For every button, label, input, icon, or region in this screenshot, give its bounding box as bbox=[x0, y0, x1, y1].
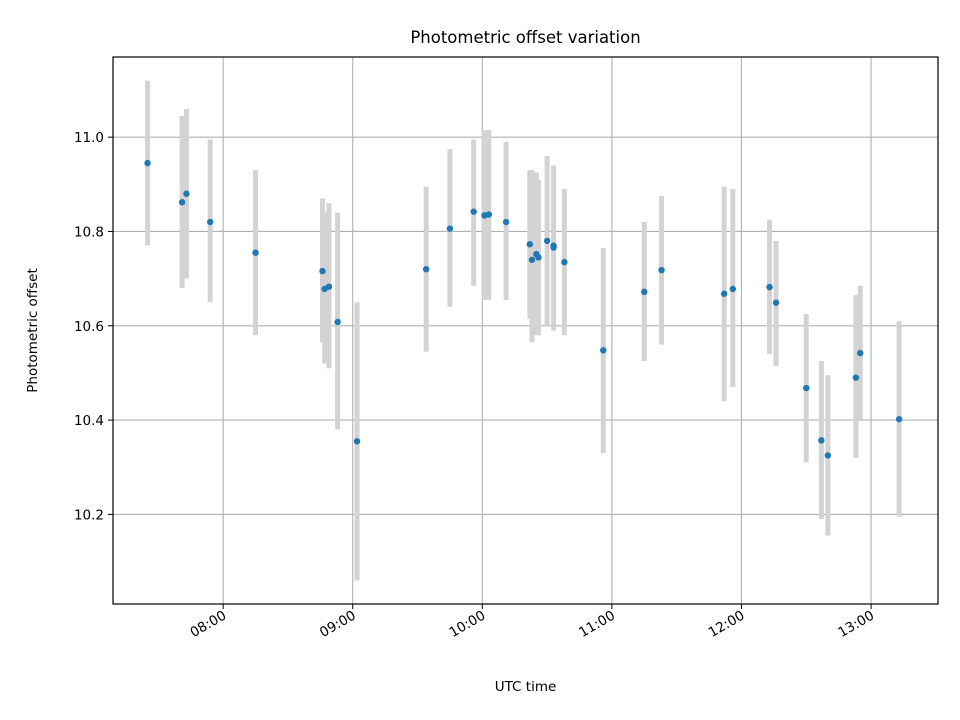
data-point bbox=[526, 241, 534, 248]
data-point bbox=[319, 267, 326, 275]
data-point bbox=[528, 256, 536, 263]
data-point bbox=[353, 438, 361, 445]
data-point bbox=[824, 452, 832, 459]
data-point bbox=[641, 288, 648, 296]
x-tick-label: 11:00 bbox=[576, 608, 618, 641]
data-point bbox=[543, 237, 551, 245]
y-tick-label: 10.4 bbox=[74, 413, 104, 429]
data-point bbox=[600, 347, 607, 354]
data-point bbox=[658, 266, 665, 274]
x-tick-label: 13:00 bbox=[835, 608, 877, 641]
data-point bbox=[729, 285, 737, 293]
data-point bbox=[206, 218, 214, 226]
data-point bbox=[766, 283, 773, 291]
data-point bbox=[561, 258, 568, 266]
data-point bbox=[895, 415, 903, 423]
y-tick-label: 10.8 bbox=[74, 224, 104, 240]
x-tick-label: 08:00 bbox=[187, 608, 229, 641]
x-axis-label: UTC time bbox=[495, 679, 557, 695]
data-point bbox=[502, 218, 510, 226]
data-point bbox=[144, 159, 151, 167]
data-point bbox=[535, 254, 542, 261]
y-tick-label: 10.6 bbox=[74, 319, 104, 335]
data-point bbox=[422, 265, 430, 273]
data-markers bbox=[144, 159, 903, 459]
data-point bbox=[720, 290, 728, 297]
data-point bbox=[446, 225, 454, 232]
data-point bbox=[852, 374, 860, 381]
data-point bbox=[252, 249, 259, 256]
y-tick-label: 10.2 bbox=[74, 507, 104, 523]
data-point bbox=[550, 244, 557, 251]
data-point bbox=[857, 349, 864, 357]
x-tick-label: 10:00 bbox=[447, 608, 489, 641]
x-tick-label: 12:00 bbox=[706, 608, 748, 641]
data-point bbox=[183, 190, 190, 197]
plot-frame bbox=[112, 56, 939, 605]
x-tick-label: 09:00 bbox=[317, 608, 359, 641]
grid-lines bbox=[113, 57, 938, 604]
data-point bbox=[485, 211, 492, 218]
data-point bbox=[803, 384, 810, 392]
data-point bbox=[334, 318, 341, 326]
error-bars bbox=[145, 80, 902, 581]
data-point bbox=[818, 437, 825, 444]
data-point bbox=[772, 299, 780, 306]
y-tick-label: 11.0 bbox=[74, 130, 104, 146]
data-point bbox=[178, 199, 186, 206]
data-point bbox=[325, 283, 333, 290]
y-axis-label: Photometric offset bbox=[25, 268, 41, 392]
chart-title: Photometric offset variation bbox=[410, 28, 640, 47]
data-point bbox=[470, 208, 477, 215]
